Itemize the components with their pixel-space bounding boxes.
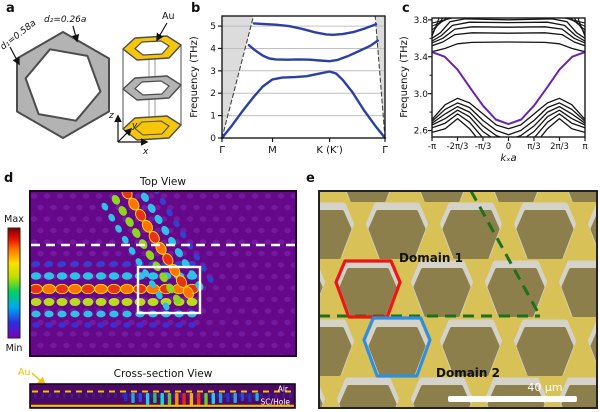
cross-section-title: Cross-section View — [114, 368, 213, 380]
au-label: Au — [162, 11, 175, 22]
b-ytick-0: 0 — [210, 134, 216, 144]
colorbar — [7, 227, 21, 339]
b-ytick-5: 5 — [210, 22, 216, 32]
sem-hole-lattice — [318, 190, 598, 409]
colorbar-max-label: Max — [4, 214, 24, 225]
b-xtick-gamma-left: Γ — [219, 145, 225, 156]
b-xtick-gamma-right: Γ — [382, 145, 388, 156]
coordinate-axes: z y x — [108, 111, 149, 157]
b-ytick-2: 2 — [210, 89, 216, 99]
cross-section-field-map — [29, 383, 296, 409]
c-ytick-30: 3.0 — [414, 90, 429, 100]
top-view-title: Top View — [139, 176, 186, 188]
panel-e-sem-image: Domain 1 Domain 2 40 μm — [318, 190, 598, 409]
d2-label: d₂=0.26a — [44, 15, 86, 25]
inner-hexagon-hole — [24, 48, 102, 122]
au-cross-arrow — [31, 372, 47, 387]
colorbar-min-label: Min — [6, 343, 23, 354]
y-axis-label: y — [131, 121, 138, 131]
z-axis-label: z — [108, 111, 114, 121]
c-xtick-6: π — [582, 142, 587, 152]
b-ytick-3: 3 — [210, 67, 216, 77]
c-xtick-5: 2π/3 — [550, 142, 569, 152]
c-xtick-4: π/3 — [527, 142, 540, 152]
panel-a-schematic: d₁=0.58a d₂=0.26a Au z y — [0, 11, 182, 157]
au-cross-label: Au — [18, 367, 31, 378]
c-y-axis-label: Frequency (THz) — [399, 36, 410, 118]
panel-label-a: a — [6, 1, 15, 16]
stack-3d — [122, 35, 182, 141]
x-axis-label: x — [142, 147, 149, 157]
c-xtick-0: -π — [428, 142, 436, 152]
b-xtick-K: K (K′) — [316, 145, 342, 156]
band-plot-b — [218, 15, 387, 142]
panel-label-d: d — [4, 171, 14, 186]
air-label: Air — [278, 385, 289, 394]
c-ytick-38: 3.8 — [414, 16, 429, 26]
b-ytick-4: 4 — [210, 44, 216, 54]
c-ytick-34: 3.4 — [414, 53, 429, 63]
d1-arrow — [9, 46, 20, 66]
scalebar-label: 40 μm — [527, 381, 562, 394]
panel-label-b: b — [191, 1, 201, 16]
d1-label: d₁=0.58a — [0, 18, 38, 52]
band-plot-c — [428, 17, 586, 141]
c-xtick-1: -2π/3 — [447, 142, 469, 152]
domain1-label: Domain 1 — [399, 251, 463, 265]
b-xtick-M: M — [268, 145, 277, 156]
c-ytick-26: 2.6 — [414, 127, 429, 137]
panel-d-simulation: Top View Max Min Cross-section View Au A… — [4, 176, 297, 409]
c-xtick-3: 0 — [506, 142, 511, 152]
c-xtick-2: -π/3 — [475, 142, 491, 152]
panel-label-c: c — [402, 1, 410, 16]
panel-b-band-structure: Frequency (THz) 0 1 2 3 4 5 Γ M K (K′) Γ — [189, 15, 388, 156]
d2-arrow — [71, 25, 80, 43]
b-y-axis-label: Frequency (THz) — [189, 36, 200, 118]
panel-c-edge-band-structure: Frequency (THz) 3.8 3.4 3.0 2.6 -π -2π/3… — [399, 16, 588, 164]
top-view-field-map — [29, 190, 297, 357]
c-x-axis-label: kₓa — [500, 153, 516, 164]
b-ytick-1: 1 — [210, 112, 216, 122]
au-arrow — [156, 22, 168, 42]
panel-label-e: e — [306, 171, 315, 186]
sc-hole-label: SC/Hole — [261, 398, 291, 407]
domain2-label: Domain 2 — [436, 366, 500, 380]
